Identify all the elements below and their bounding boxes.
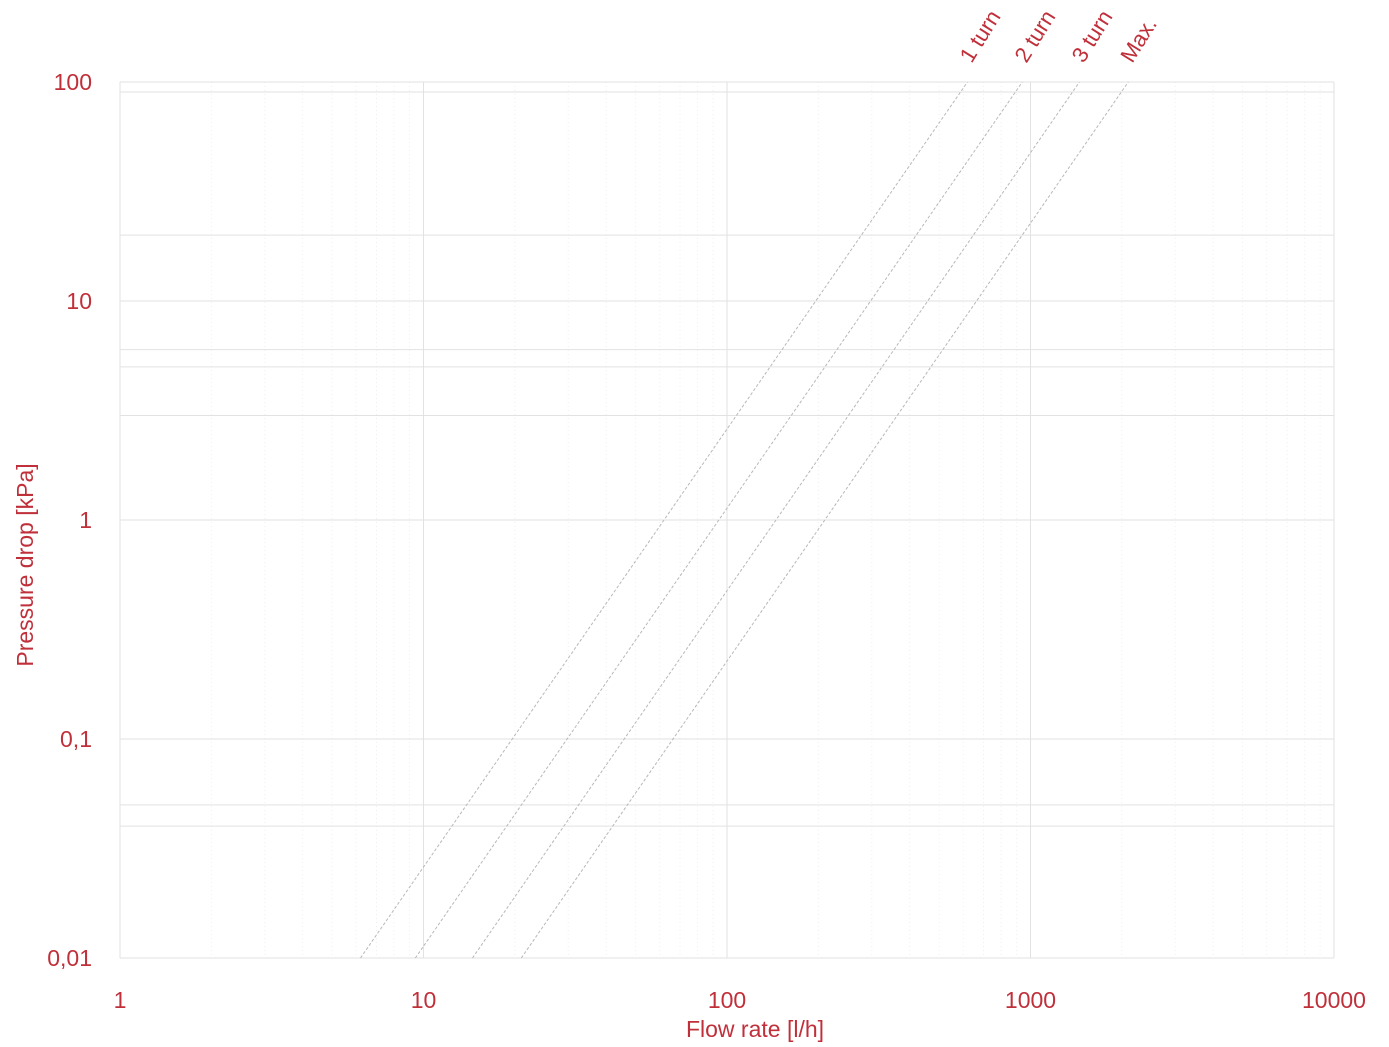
series-lines <box>360 81 1129 959</box>
series-line-4 <box>520 81 1129 959</box>
y-tick-label: 0,1 <box>60 726 92 752</box>
series-label-1: 1 turn <box>955 6 1006 67</box>
grid <box>119 81 1335 959</box>
x-tick-label: 100 <box>708 987 746 1013</box>
y-tick-label: 1 <box>79 507 92 533</box>
series-label-3: 3 turn <box>1067 6 1118 67</box>
series-line-3 <box>472 81 1080 959</box>
series-line-1 <box>360 81 968 959</box>
x-tick-label: 10 <box>411 987 437 1013</box>
y-tick-label: 10 <box>66 288 92 314</box>
x-tick-label: 10000 <box>1302 987 1366 1013</box>
y-tick-label: 0,01 <box>47 945 92 971</box>
series-label-4: Max. <box>1115 13 1161 67</box>
series-label-2: 2 turn <box>1009 6 1060 67</box>
x-axis-title: Flow rate [l/h] <box>686 1016 824 1042</box>
series-line-2 <box>414 81 1023 959</box>
x-tick-label: 1000 <box>1005 987 1056 1013</box>
y-tick-label: 100 <box>54 69 92 95</box>
tick-labels: 1 10 100 1000 10000 0,01 0,1 1 10 100 <box>47 69 1366 1013</box>
y-axis-title: Pressure drop [kPa] <box>12 463 38 666</box>
x-tick-label: 1 <box>114 987 127 1013</box>
